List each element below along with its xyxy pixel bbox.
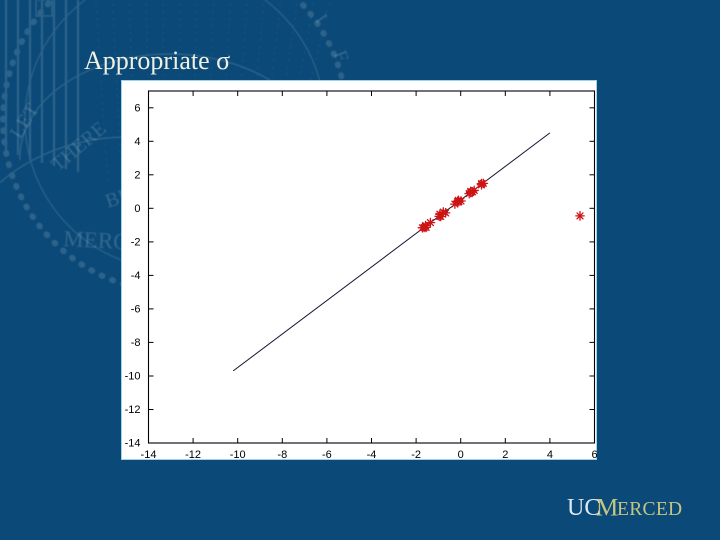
svg-text:0: 0	[458, 449, 464, 461]
svg-text:-10: -10	[125, 371, 141, 383]
svg-text:-8: -8	[131, 337, 141, 349]
svg-text:4: 4	[134, 136, 140, 148]
svg-text:6: 6	[591, 449, 597, 461]
svg-text:-14: -14	[125, 438, 141, 450]
svg-text:-2: -2	[131, 236, 141, 248]
svg-text:-4: -4	[367, 449, 377, 461]
svg-text:2: 2	[134, 169, 140, 181]
svg-text:ERCED: ERCED	[617, 499, 682, 520]
svg-text:6: 6	[134, 102, 140, 114]
svg-text:-12: -12	[125, 404, 141, 416]
svg-text:2: 2	[502, 449, 508, 461]
svg-text:-8: -8	[277, 449, 287, 461]
svg-text:MERC: MERC	[63, 226, 129, 254]
svg-text:-12: -12	[185, 449, 201, 461]
svg-text:-14: -14	[141, 449, 157, 461]
svg-text:F: F	[329, 48, 352, 65]
svg-text:I: I	[310, 10, 331, 27]
svg-text:0: 0	[134, 203, 140, 215]
svg-text:M: M	[596, 496, 618, 520]
svg-text:-10: -10	[230, 449, 246, 461]
svg-text:-6: -6	[131, 303, 141, 315]
svg-text:LET: LET	[6, 100, 44, 143]
svg-text:4: 4	[547, 449, 553, 461]
svg-text:-6: -6	[322, 449, 332, 461]
svg-text:-2: -2	[411, 449, 421, 461]
svg-text:-4: -4	[131, 270, 141, 282]
